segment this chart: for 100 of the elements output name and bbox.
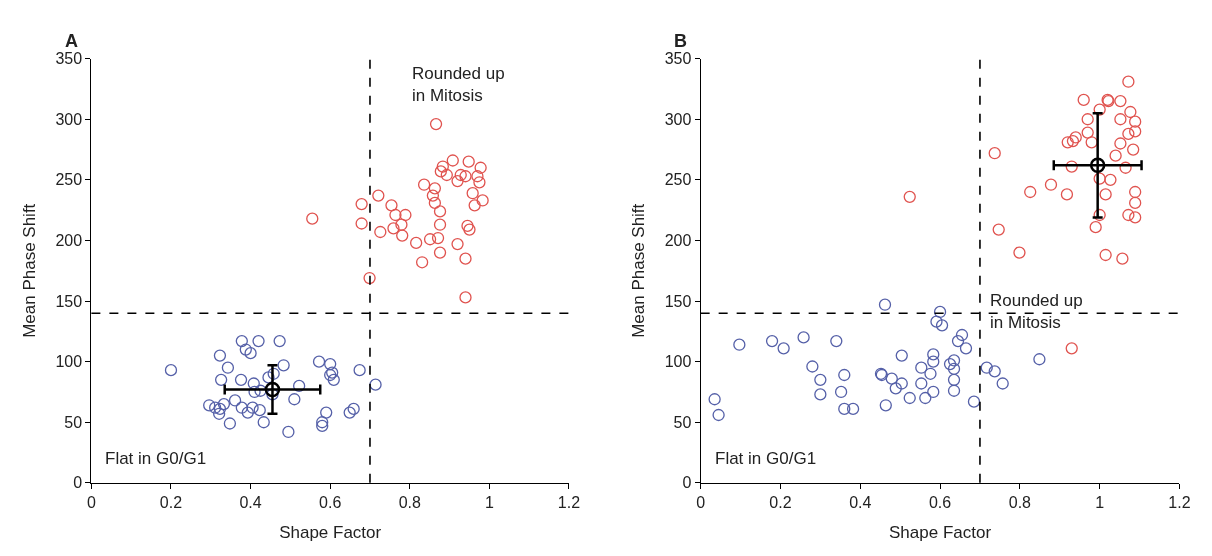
point	[1060, 188, 1074, 201]
point	[164, 364, 178, 377]
point	[462, 155, 475, 168]
point	[980, 361, 993, 374]
x-tick-label: 1	[484, 494, 494, 512]
point	[264, 381, 281, 398]
point	[1089, 157, 1106, 174]
y-tick-label: 100	[664, 353, 692, 371]
point	[468, 199, 481, 212]
x-tick-label: 0.8	[398, 494, 421, 512]
point	[903, 391, 916, 405]
point	[241, 406, 254, 419]
x-tick-label: 1.2	[557, 494, 581, 512]
point	[248, 385, 261, 399]
x-tick-label: 0.2	[159, 494, 183, 512]
point	[947, 384, 961, 397]
point	[895, 377, 908, 390]
text: B	[674, 31, 687, 51]
point	[253, 403, 266, 417]
point	[955, 328, 969, 342]
point	[235, 334, 248, 348]
point	[943, 357, 957, 371]
y-tick-label: 350	[664, 50, 692, 68]
y-tick-label: 350	[55, 50, 83, 68]
point	[1093, 208, 1106, 222]
annotation: Flat in G0/G1	[105, 449, 207, 468]
point	[967, 395, 981, 408]
point	[429, 117, 443, 131]
y-tick-label: 0	[682, 474, 692, 492]
y-tick-label: 50	[673, 413, 692, 431]
point	[933, 305, 947, 319]
annotation: Flat in G0/G1	[715, 449, 817, 468]
point	[930, 315, 943, 328]
point	[846, 402, 860, 416]
point	[451, 237, 464, 251]
y-tick-label: 200	[664, 232, 692, 250]
point	[1122, 75, 1135, 88]
point	[428, 196, 442, 210]
point	[1069, 131, 1082, 144]
point	[1033, 353, 1046, 366]
point	[1089, 220, 1102, 234]
point	[1129, 115, 1142, 128]
point	[838, 402, 851, 416]
point	[433, 218, 447, 231]
point	[257, 416, 270, 429]
point	[273, 334, 286, 348]
point	[1114, 94, 1127, 108]
point	[436, 160, 449, 173]
point	[1013, 246, 1026, 259]
point	[474, 161, 487, 174]
point	[988, 147, 1001, 160]
x-tick-label: 1	[1095, 494, 1105, 512]
y-tick-label: 50	[64, 413, 83, 431]
point	[1093, 172, 1106, 185]
point	[765, 334, 779, 348]
point	[235, 401, 248, 414]
point	[463, 223, 476, 236]
point	[947, 373, 961, 386]
point	[814, 388, 827, 401]
point	[369, 378, 382, 391]
point	[947, 354, 961, 367]
point	[252, 334, 265, 348]
point	[454, 168, 467, 182]
point	[1116, 252, 1129, 265]
x-tick-label: 0.6	[319, 494, 342, 512]
point	[915, 361, 928, 374]
point	[433, 205, 447, 218]
point	[919, 391, 932, 405]
point	[733, 338, 746, 351]
y-tick-label: 300	[664, 110, 692, 128]
point	[885, 372, 898, 385]
point	[830, 334, 843, 348]
point	[320, 406, 333, 419]
point	[239, 343, 252, 356]
point	[471, 170, 484, 183]
x-axis-title: Shape Factor	[279, 522, 382, 542]
point	[1124, 105, 1137, 119]
point	[1044, 178, 1058, 191]
x-tick-label: 0.8	[1008, 494, 1032, 512]
point	[213, 407, 226, 420]
point	[1077, 93, 1090, 107]
y-tick-label: 250	[55, 171, 83, 189]
point	[1129, 185, 1142, 199]
point	[814, 373, 827, 386]
x-tick-label: 0	[696, 494, 706, 512]
point	[254, 384, 267, 397]
point	[878, 298, 892, 311]
x-tick-label: 0.4	[239, 494, 262, 512]
point	[396, 229, 409, 242]
point	[316, 419, 329, 433]
point	[221, 361, 235, 374]
point	[777, 342, 790, 355]
point	[915, 377, 928, 390]
point	[1065, 160, 1078, 173]
annotation: Rounded up in Mitosis	[412, 64, 505, 106]
point	[428, 182, 442, 195]
point	[1099, 248, 1112, 262]
point	[1024, 185, 1037, 199]
x-axis-title: Shape Factor	[889, 522, 992, 542]
point	[473, 176, 486, 189]
